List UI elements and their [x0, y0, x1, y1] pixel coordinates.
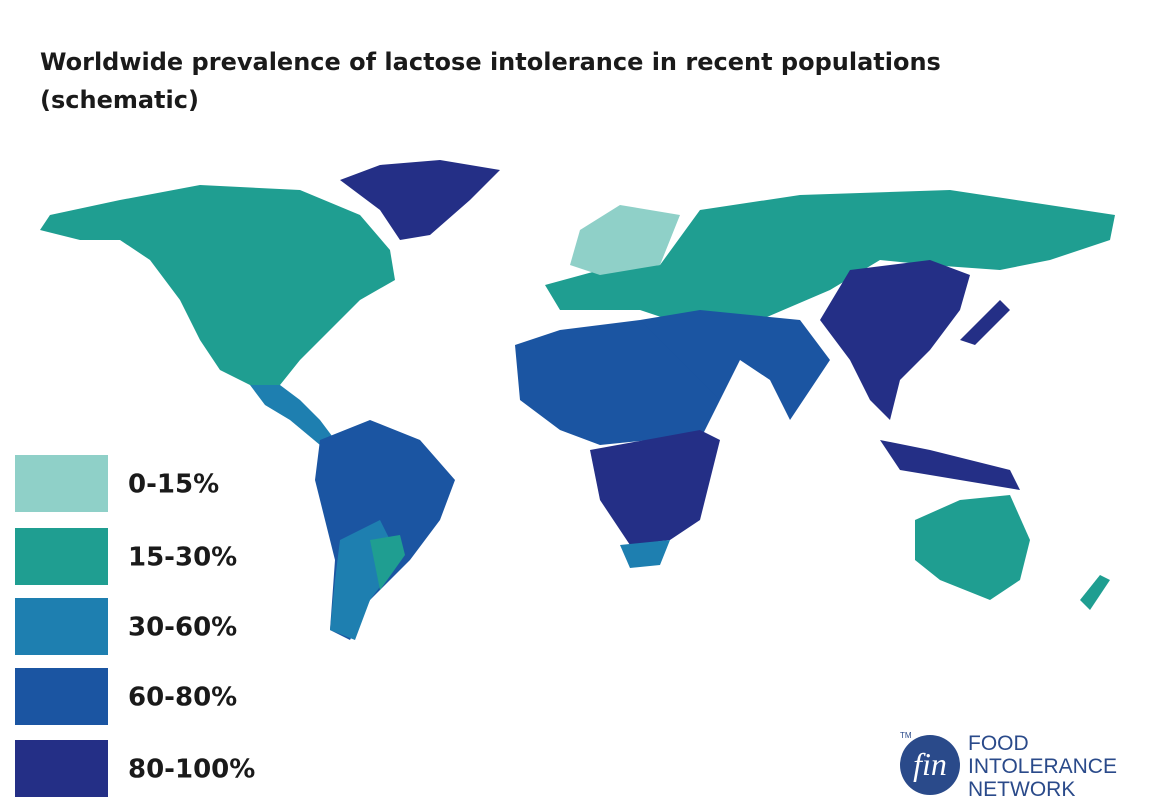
eurasia — [545, 190, 1115, 330]
north-africa — [515, 320, 720, 445]
middle-east-india — [640, 310, 830, 420]
legend-swatch — [15, 668, 108, 725]
legend-swatch — [15, 528, 108, 585]
east-asia — [820, 260, 970, 420]
legend: 0-15% 15-30% 30-60% 60-80% 80-100% — [15, 455, 255, 797]
southern-africa — [620, 540, 670, 568]
logo-circle — [900, 735, 960, 795]
north-america — [40, 185, 395, 385]
legend-label: 80-100% — [128, 755, 255, 785]
legend-swatch — [15, 598, 108, 655]
legend-swatch — [15, 455, 108, 512]
map-title-line2: (schematic) — [40, 86, 199, 114]
logo-line: INTOLERANCE — [968, 755, 1117, 778]
japan — [960, 300, 1010, 345]
logo: fin TM FOOD INTOLERANCE NETWORK — [900, 731, 1117, 801]
legend-label: 30-60% — [128, 613, 237, 643]
northern-europe — [570, 205, 680, 275]
logo-trademark: TM — [900, 731, 912, 740]
new-zealand — [1080, 575, 1110, 610]
australia — [915, 495, 1030, 600]
world-map — [40, 160, 1115, 640]
logo-line: NETWORK — [968, 778, 1075, 801]
legend-swatch — [15, 740, 108, 797]
southeast-asia-islands — [880, 440, 1020, 490]
legend-label: 60-80% — [128, 683, 237, 713]
legend-label: 15-30% — [128, 543, 237, 573]
legend-label: 0-15% — [128, 470, 219, 500]
south-america-east — [370, 535, 405, 590]
logo-line: FOOD — [968, 732, 1029, 755]
logo-mark: fin — [913, 746, 947, 782]
greenland — [340, 160, 500, 240]
central-america — [250, 385, 335, 445]
map-title: Worldwide prevalence of lactose intolera… — [40, 48, 941, 76]
sub-saharan-africa — [590, 430, 720, 545]
